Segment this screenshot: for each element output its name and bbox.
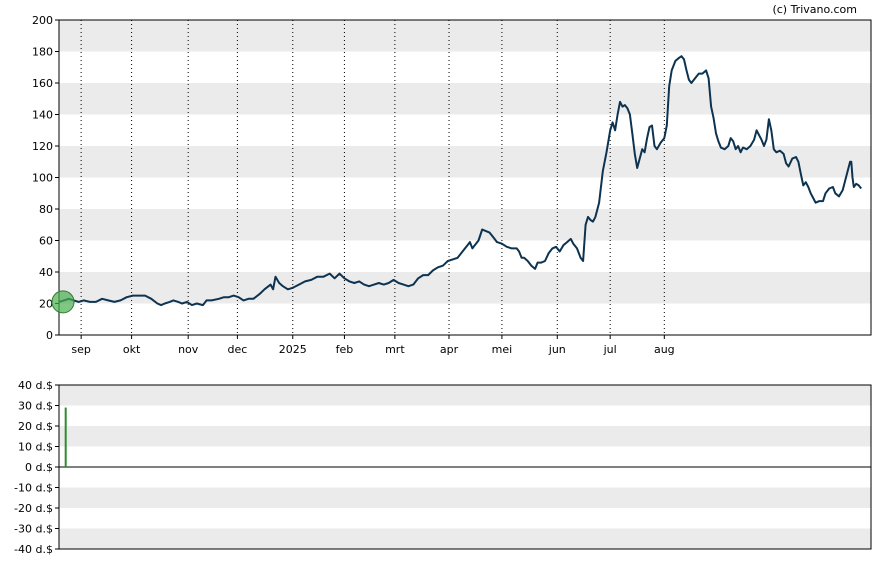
x-tick-label: jun	[548, 343, 566, 356]
price-series	[58, 55, 862, 307]
x-tick-label: okt	[123, 343, 141, 356]
x-tick-label: dec	[227, 343, 247, 356]
volume-y-axis: 40 d.$ 30 d.$ 20 d.$ 10 d.$ 0 d.$ -10 d.$ -20 …	[14, 379, 59, 556]
volume-band	[59, 528, 871, 549]
y-tick-label: 120	[32, 140, 53, 153]
volume-y-tick-label: -30 d.$	[14, 523, 53, 536]
y-tick-label: 200	[32, 14, 53, 27]
y-tick-label: 140	[32, 109, 53, 122]
volume-band	[59, 487, 871, 508]
price-panel-month-gridlines	[80, 20, 665, 335]
y-tick-label: 180	[32, 46, 53, 59]
price-start-marker	[51, 290, 75, 314]
volume-y-tick-label: -10 d.$	[14, 482, 53, 495]
price-band	[59, 83, 871, 115]
x-tick-label: sep	[71, 343, 90, 356]
x-tick-label: jul	[603, 343, 617, 356]
y-tick-label: 0	[46, 329, 53, 342]
price-band	[59, 20, 871, 52]
volume-y-tick-label: 10 d.$	[18, 441, 53, 454]
volume-y-tick-label: 20 d.$	[18, 420, 53, 433]
y-tick-label: 100	[32, 172, 53, 185]
x-tick-label: aug	[654, 343, 675, 356]
month-x-axis: sep okt nov dec 2025 feb mrt apr mei jun jul aug	[71, 335, 675, 356]
y-tick-label: 60	[39, 235, 53, 248]
x-tick-label: nov	[178, 343, 199, 356]
volume-y-tick-label: -40 d.$	[14, 543, 53, 556]
price-y-axis: 0 20 40 60 80 100 120 140 160 180 200	[32, 14, 59, 342]
x-tick-label: mrt	[385, 343, 405, 356]
x-tick-label: mei	[492, 343, 513, 356]
x-tick-label: feb	[336, 343, 354, 356]
volume-panel-bands	[59, 385, 871, 549]
start-marker-dot	[51, 290, 75, 314]
volume-series	[64, 407, 67, 467]
volume-band	[59, 426, 871, 447]
y-tick-label: 20	[39, 298, 53, 311]
y-tick-label: 40	[39, 266, 53, 279]
x-tick-label: apr	[440, 343, 459, 356]
price-band	[59, 146, 871, 178]
y-tick-label: 80	[39, 203, 53, 216]
volume-y-tick-label: 40 d.$	[18, 379, 53, 392]
x-tick-label: 2025	[279, 343, 307, 356]
price-line	[58, 55, 862, 307]
price-band	[59, 209, 871, 241]
price-band	[59, 272, 871, 304]
volume-bar	[64, 407, 67, 467]
y-tick-label: 160	[32, 77, 53, 90]
price-panel-bands	[59, 20, 871, 304]
volume-y-tick-label: 30 d.$	[18, 400, 53, 413]
credit-label: (c) Trivano.com	[772, 3, 857, 16]
volume-y-tick-label: -20 d.$	[14, 502, 53, 515]
volume-band	[59, 385, 871, 406]
volume-y-tick-label: 0 d.$	[25, 461, 53, 474]
